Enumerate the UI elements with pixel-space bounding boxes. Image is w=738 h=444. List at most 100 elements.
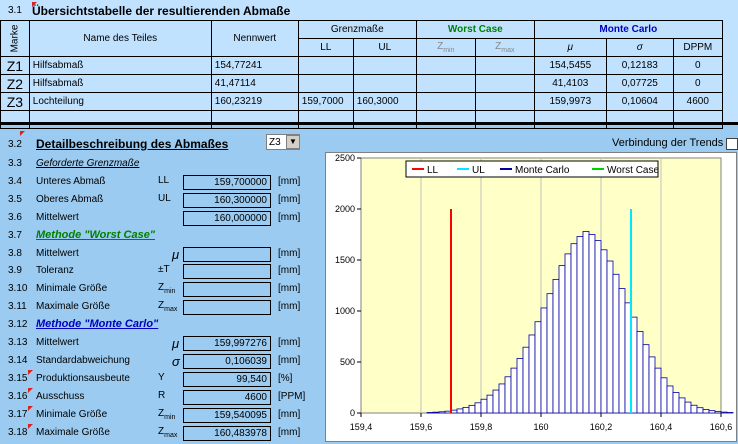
detail-symbol: Zmax xyxy=(158,300,178,314)
histogram-bar xyxy=(720,411,728,414)
cell-name[interactable]: Hilfsabmaß xyxy=(28,74,212,93)
histogram-bar xyxy=(666,385,674,414)
detail-value[interactable] xyxy=(183,246,271,262)
cell-ul[interactable] xyxy=(352,74,417,93)
detail-value[interactable]: 4600 xyxy=(183,389,271,405)
cell-sigma[interactable]: 0,07725 xyxy=(605,74,674,93)
cell-dppm[interactable]: 0 xyxy=(672,56,723,75)
detail-number: 3.14 xyxy=(8,354,28,366)
histogram-bar xyxy=(678,397,686,414)
cell-sigma[interactable]: 0,12183 xyxy=(605,56,674,75)
detail-value[interactable]: 160,300000 xyxy=(183,192,271,208)
histogram-bar xyxy=(552,278,560,414)
detail-value[interactable]: 0,106039 xyxy=(183,353,271,369)
cell-mu[interactable]: 41,4103 xyxy=(533,74,607,93)
section-divider xyxy=(0,122,738,125)
detail-number: 3.3 xyxy=(8,158,22,169)
detail-unit: [mm] xyxy=(278,175,301,187)
table-row: Z2 Hilfsabmaß 41,47114 41,4103 0,07725 0 xyxy=(0,74,723,93)
empty-cell[interactable] xyxy=(474,110,535,129)
detail-value[interactable]: 159,997276 xyxy=(183,336,271,351)
trend-checkbox[interactable] xyxy=(726,138,738,150)
subsection-title: Geforderte Grenzmaße xyxy=(36,158,140,169)
cell-zmax[interactable] xyxy=(474,56,535,75)
empty-cell[interactable] xyxy=(605,110,674,129)
cell-ll[interactable] xyxy=(297,56,354,75)
chevron-down-icon[interactable]: ▼ xyxy=(286,135,300,149)
comment-marker xyxy=(32,2,37,7)
empty-cell[interactable] xyxy=(297,110,354,129)
cell-dppm[interactable]: 0 xyxy=(672,74,723,93)
cell-zmax[interactable] xyxy=(474,92,535,111)
cell-sigma[interactable]: 0,10604 xyxy=(605,92,674,111)
comment-marker xyxy=(28,405,33,411)
cell-nenn[interactable]: 154,77241 xyxy=(210,56,299,75)
cell-dppm[interactable]: 4600 xyxy=(672,92,723,111)
detail-symbol: μ xyxy=(172,336,180,351)
cell-name[interactable]: Hilfsabmaß xyxy=(28,56,212,75)
detail-unit: [mm] xyxy=(278,283,301,295)
cell-mu[interactable]: 154,5455 xyxy=(533,56,607,75)
table-row-empty xyxy=(0,110,723,129)
cell-mu[interactable]: 159,9973 xyxy=(533,92,607,111)
empty-cell[interactable] xyxy=(28,110,212,129)
cell-name[interactable]: Lochteilung xyxy=(28,92,212,111)
detail-value[interactable] xyxy=(183,282,271,298)
detail-label: Ausschuss xyxy=(36,390,85,402)
detail-unit: [mm] xyxy=(278,301,301,313)
cell-zmax[interactable] xyxy=(474,74,535,93)
detail-symbol: σ xyxy=(172,353,180,369)
empty-cell[interactable] xyxy=(210,110,299,129)
detail-value[interactable] xyxy=(183,264,271,280)
empty-cell[interactable] xyxy=(352,110,417,129)
cell-ul[interactable] xyxy=(352,56,417,75)
cell-zmin[interactable] xyxy=(415,74,476,93)
histogram-bar xyxy=(612,273,620,414)
cell-nenn[interactable]: 160,23219 xyxy=(210,92,299,111)
detail-value[interactable] xyxy=(183,300,271,316)
section-number: 3.2 xyxy=(8,139,22,150)
detail-value[interactable]: 160,000000 xyxy=(183,210,271,226)
histogram-bar xyxy=(534,321,542,414)
detail-number: 3.10 xyxy=(8,283,28,295)
table-row: Z1 Hilfsabmaß 154,77241 154,5455 0,12183 0 xyxy=(0,56,723,75)
empty-cell[interactable] xyxy=(415,110,476,129)
histogram-bar xyxy=(480,398,488,414)
histogram-bar xyxy=(708,410,716,414)
detail-unit: [%] xyxy=(278,372,293,384)
empty-cell[interactable] xyxy=(533,110,607,129)
x-tick-label: 159,4 xyxy=(350,422,373,432)
histogram-bar xyxy=(618,288,626,414)
x-tick-label: 160,4 xyxy=(650,422,673,432)
detail-unit: [PPM] xyxy=(278,390,306,402)
cell-ll[interactable]: 159,7000 xyxy=(297,92,354,111)
histogram-bar xyxy=(564,253,572,414)
comment-marker xyxy=(28,423,33,429)
detail-value[interactable]: 99,540 xyxy=(183,371,271,387)
detail-value[interactable]: 160,483978 xyxy=(183,425,271,441)
mu-header: μ xyxy=(533,38,607,57)
legend-label: Worst Case xyxy=(607,165,659,176)
cell-zmin[interactable] xyxy=(415,92,476,111)
detail-unit: [mm] xyxy=(278,354,301,366)
name-header: Name des Teiles xyxy=(28,20,212,57)
cell-ll[interactable] xyxy=(297,74,354,93)
cell-ul[interactable]: 160,3000 xyxy=(352,92,417,111)
histogram-bar xyxy=(486,394,494,414)
detail-symbol: R xyxy=(158,389,166,401)
y-tick-label: 1000 xyxy=(335,306,355,316)
detail-label: Mittelwert xyxy=(36,211,79,223)
x-tick-label: 160,6 xyxy=(710,422,733,432)
detail-unit: [mm] xyxy=(278,337,301,348)
cell-nenn[interactable]: 41,47114 xyxy=(210,74,299,93)
detail-value[interactable]: 159,540095 xyxy=(183,407,271,423)
histogram-bar xyxy=(660,377,668,414)
detail-number: 3.12 xyxy=(8,319,28,331)
empty-cell[interactable] xyxy=(672,110,723,129)
histogram-bar xyxy=(432,411,440,414)
cell-zmin[interactable] xyxy=(415,56,476,75)
detail-symbol: UL xyxy=(158,192,171,204)
legend-label: UL xyxy=(472,165,485,176)
detail-value[interactable]: 159,700000 xyxy=(183,174,271,190)
empty-cell[interactable] xyxy=(0,110,30,129)
